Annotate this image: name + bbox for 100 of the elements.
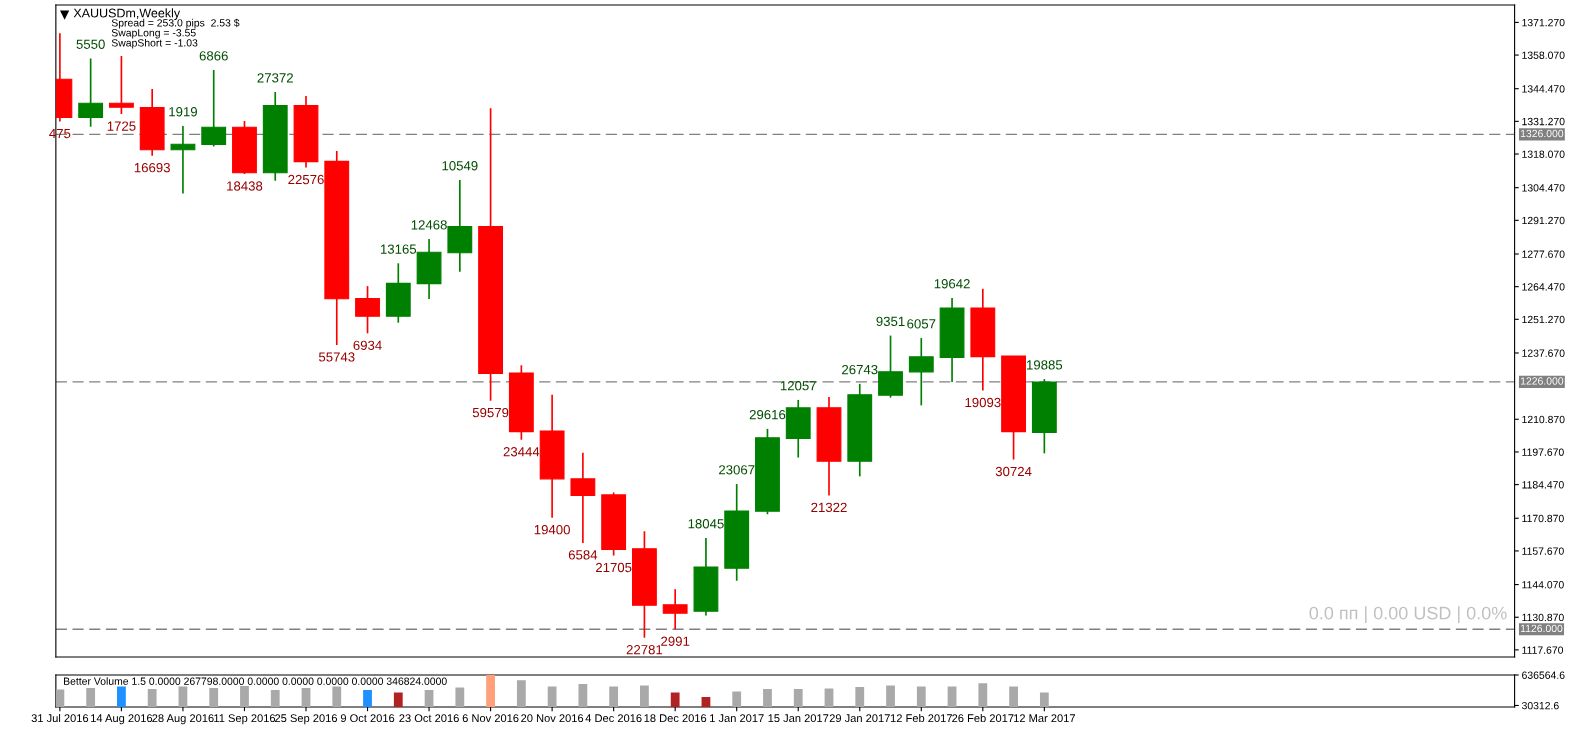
ref-line-label: 1126.000 [1520,624,1563,633]
candlestick [201,69,227,148]
candlestick [570,452,596,544]
bar [301,687,311,707]
annotation: 1919 [169,107,197,117]
x-tick-label: 20 Nov 2016 [521,714,584,723]
bar [947,686,957,707]
candlestick [662,588,688,631]
x-tick-label: 29 Jan 2017 [829,714,890,723]
annotation: 6934 [353,340,382,350]
annotation: 9351 [876,316,905,327]
bar [886,685,895,707]
annotation: 27372 [257,73,293,83]
x-tick-label: 12 Feb 2017 [890,713,952,723]
annotation: 26743 [842,364,878,375]
annotation: 29616 [749,409,786,420]
annotation: 6584 [568,550,598,560]
y-tick-label: 1210.870 [1522,415,1565,424]
y-tick-label: 1144.070 [1522,581,1564,589]
bar [147,688,157,707]
bar [86,687,96,707]
y-tick-label: 636564.6 [1522,671,1565,679]
bar [732,691,742,707]
annotation: 21322 [811,502,847,513]
x-tick-label: 14 Aug 2016 [91,714,153,725]
bar [178,686,188,707]
annotation: 19642 [934,279,970,289]
bar [455,687,465,707]
candlestick [170,125,196,195]
y-tick-label: 1358.070 [1522,51,1565,59]
x-tick-label: 1 Jan 2017 [710,714,764,723]
candlestick [878,334,903,399]
y-tick-label: 1264.470 [1522,283,1565,291]
bar [486,675,495,707]
x-tick-label: 12 Mar 2017 [1014,714,1075,723]
annotation: 22576 [288,174,324,185]
annotation: 30724 [995,466,1032,477]
y-tick-label: 1318.070 [1522,150,1565,158]
ref-line-label: 1226.000 [1520,377,1564,385]
candlestick [78,57,104,128]
bar [609,686,619,707]
bar [209,687,219,707]
bar [393,692,403,707]
annotation: 18045 [688,519,724,529]
y-tick-label: 1277.670 [1522,250,1565,258]
annotation: 0.0 пп | 0.00 USD | 0.0% [1309,606,1507,624]
x-tick-label: 4 Dec 2016 [585,714,642,723]
annotation: 2991 [661,636,690,646]
bar [1009,686,1018,707]
y-tick-label: 1117.670 [1522,646,1564,654]
bar [363,689,372,707]
bar [55,689,65,707]
annotation: 16693 [134,162,170,173]
candlestick [108,55,134,115]
annotation: 55743 [318,352,355,362]
bar [824,688,834,707]
x-tick-label: 23 Oct 2016 [399,714,459,723]
annotation: 1725 [107,121,136,131]
annotation: 5550 [76,39,105,49]
bar [916,686,926,707]
y-tick-label: 1291.270 [1522,216,1565,225]
y-tick-label: 1184.470 [1522,481,1564,489]
bar [763,688,772,707]
x-tick-label: 6 Nov 2016 [462,714,519,723]
y-tick-label: 30312.6 [1521,701,1559,710]
bar [547,686,557,707]
annotation: 18438 [227,181,263,191]
annotation: 59579 [472,407,509,418]
bar [640,685,649,707]
annotation: 6866 [199,51,228,61]
annotation: 12057 [780,381,816,391]
annotation: 10549 [442,161,478,171]
x-tick-label: 31 Jul 2016 [31,713,89,723]
bar [424,689,434,707]
bar [578,683,588,707]
candlestick [355,285,380,335]
y-tick-label: 1331.270 [1522,117,1565,126]
y-tick-label: 1130.870 [1522,613,1564,622]
x-tick-label: 26 Feb 2017 [952,713,1014,723]
annotation: 6057 [907,319,936,329]
annotation: 19400 [534,524,570,535]
bar [978,683,988,707]
chart-title: Better Volume 1.5 0.0000 267798.0000 0.0000 0.0000 0.0000 0.0000 346824.0000 [64,677,447,685]
y-tick-label: 1157.670 [1522,547,1564,555]
annotation: 19885 [1027,360,1063,370]
candlestick [908,337,934,407]
y-tick-label: 1251.270 [1522,315,1565,324]
y-tick-label: 1197.670 [1522,448,1564,456]
bar [701,696,711,707]
bar [270,689,280,707]
bar [855,686,865,707]
y-tick-label: 1237.670 [1522,349,1565,357]
annotation: 19093 [965,397,1001,408]
x-tick-label: 28 Aug 2016 [152,714,214,725]
annotation: 23444 [503,447,540,457]
bar [516,680,526,707]
y-tick-label: 1344.470 [1522,85,1565,93]
chart-title: XAUUSDm,Weekly [73,8,181,20]
annotation: 12468 [411,220,447,230]
bar [117,686,126,707]
